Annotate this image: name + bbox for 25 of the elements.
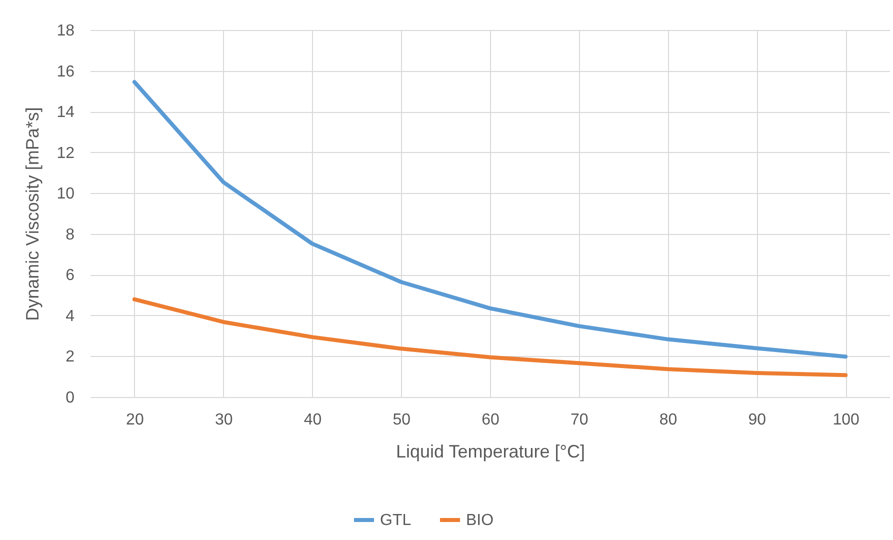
x-tick-label: 40 bbox=[304, 412, 322, 428]
y-tick-label: 2 bbox=[66, 348, 75, 366]
x-axis-title: Liquid Temperature [°C] bbox=[396, 442, 585, 462]
y-tick-label: 4 bbox=[66, 308, 75, 325]
x-tick-label: 90 bbox=[748, 412, 766, 428]
line-series bbox=[132, 80, 848, 359]
y-tick-label: 8 bbox=[66, 226, 75, 244]
x-tick-label: 60 bbox=[482, 412, 500, 428]
y-tick-label: 18 bbox=[56, 22, 75, 40]
x-tick-label: 70 bbox=[570, 412, 588, 428]
y-tick-label: 16 bbox=[56, 63, 75, 80]
x-tick-label: 80 bbox=[659, 412, 678, 428]
y-axis-title: Dynamic Viscosity [mPa*s] bbox=[22, 107, 43, 321]
y-tick-label: 0 bbox=[66, 390, 75, 406]
y-tick-label: 12 bbox=[56, 144, 75, 162]
x-tick-label: 30 bbox=[214, 412, 233, 428]
x-tick-label: 20 bbox=[126, 412, 144, 428]
y-tick-label: 14 bbox=[56, 104, 75, 122]
y-tick-label: 10 bbox=[56, 186, 75, 203]
line-series bbox=[132, 297, 848, 378]
y-tick-label: 6 bbox=[66, 267, 75, 284]
x-tick-label: 50 bbox=[392, 412, 411, 428]
legend-label: BIO bbox=[466, 512, 494, 529]
x-tick-label: 100 bbox=[832, 412, 860, 428]
legend-label: GTL bbox=[380, 512, 412, 529]
